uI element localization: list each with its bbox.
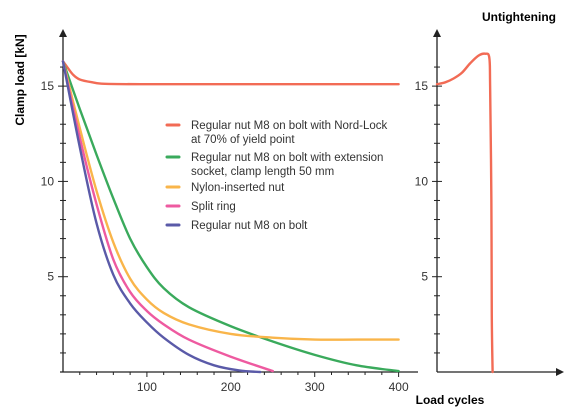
- x-tick-label: 300: [305, 380, 325, 394]
- y-axis-label: Clamp load [kN]: [13, 34, 27, 125]
- series-line-split-ring: [61, 60, 274, 373]
- x-tick-label: 100: [137, 380, 157, 394]
- untightening-title: Untightening: [482, 10, 556, 24]
- series-line-nylon-inserted-nut: [61, 60, 400, 341]
- right-y-tick-label: 10: [415, 174, 429, 188]
- legend-label-nord-lock-line2: at 70% of yield point: [191, 134, 295, 146]
- legend-label-extension-socket-line1: Regular nut M8 on bolt with extension: [191, 152, 383, 164]
- legend-label-nylon-inserted-nut: Nylon-inserted nut: [191, 182, 285, 194]
- left-y-tick-label: 10: [41, 174, 55, 188]
- series-line-extension-socket: [61, 60, 400, 373]
- series-line-nord-lock: [61, 60, 400, 86]
- legend-label-split-ring: Split ring: [191, 201, 236, 213]
- legend-label-regular-nut: Regular nut M8 on bolt: [191, 220, 308, 232]
- series-line-regular-nut: [61, 60, 262, 374]
- legend-label-extension-socket-line2: socket, clamp length 50 mm: [191, 166, 334, 178]
- x-tick-label: 200: [221, 380, 241, 394]
- right-y-tick-label: 15: [415, 79, 429, 93]
- x-axis-label: Load cycles: [416, 393, 485, 407]
- right-y-tick-label: 5: [421, 270, 428, 284]
- left-y-tick-label: 15: [41, 79, 55, 93]
- left-y-tick-label: 5: [47, 270, 54, 284]
- series-line-untightening: [435, 52, 494, 374]
- x-tick-label: 400: [389, 380, 409, 394]
- legend-label-nord-lock-line1: Regular nut M8 on bolt with Nord-Lock: [191, 120, 387, 132]
- legend: Regular nut M8 on bolt with Nord-Lock at…: [165, 120, 387, 232]
